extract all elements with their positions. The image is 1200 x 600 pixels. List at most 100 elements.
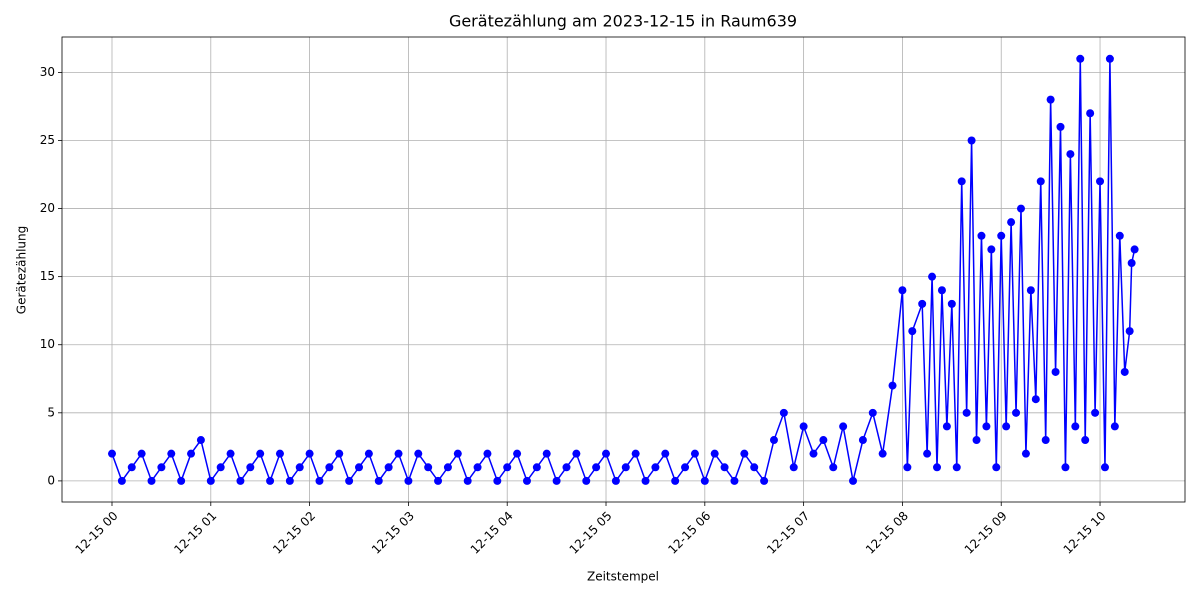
x-tick-label: 12-15 00 bbox=[73, 509, 121, 557]
data-point bbox=[690, 449, 699, 458]
data-point bbox=[740, 449, 749, 458]
y-tick-label: 5 bbox=[47, 405, 55, 419]
data-point bbox=[977, 231, 986, 240]
data-point bbox=[611, 476, 620, 485]
x-tick-label: 12-15 05 bbox=[567, 509, 615, 557]
y-axis-label: Gerätezählung bbox=[15, 226, 29, 314]
data-point bbox=[888, 381, 897, 390]
data-point bbox=[196, 436, 205, 445]
data-point bbox=[819, 436, 828, 445]
data-point bbox=[937, 286, 946, 295]
data-point bbox=[1066, 150, 1075, 159]
data-point bbox=[582, 476, 591, 485]
x-tick-label: 12-15 06 bbox=[665, 509, 713, 557]
data-point bbox=[750, 463, 759, 472]
x-tick-label: 12-15 09 bbox=[962, 509, 1010, 557]
data-point bbox=[503, 463, 512, 472]
data-point bbox=[661, 449, 670, 458]
data-point bbox=[167, 449, 176, 458]
data-point bbox=[641, 476, 650, 485]
y-tick-label: 25 bbox=[40, 133, 55, 147]
data-point bbox=[928, 272, 937, 281]
data-point bbox=[117, 476, 126, 485]
data-point bbox=[898, 286, 907, 295]
data-point bbox=[1110, 422, 1119, 431]
x-tick-label: 12-15 01 bbox=[171, 509, 219, 557]
data-point bbox=[443, 463, 452, 472]
data-point bbox=[1100, 463, 1109, 472]
data-point bbox=[1021, 449, 1030, 458]
data-point bbox=[967, 136, 976, 145]
y-tick-label: 0 bbox=[47, 473, 55, 487]
data-point bbox=[809, 449, 818, 458]
x-tick-label: 12-15 08 bbox=[863, 509, 911, 557]
data-point bbox=[631, 449, 640, 458]
data-point bbox=[463, 476, 472, 485]
data-point bbox=[839, 422, 848, 431]
data-point bbox=[275, 449, 284, 458]
data-point bbox=[933, 463, 942, 472]
data-point bbox=[1026, 286, 1035, 295]
data-point bbox=[374, 476, 383, 485]
data-point bbox=[1007, 218, 1016, 227]
y-tick-label: 10 bbox=[40, 337, 55, 351]
data-point bbox=[918, 299, 927, 308]
data-point bbox=[226, 449, 235, 458]
data-point bbox=[1086, 109, 1095, 118]
data-point bbox=[829, 463, 838, 472]
x-tick-label: 12-15 07 bbox=[764, 509, 812, 557]
data-point bbox=[246, 463, 255, 472]
data-point bbox=[522, 476, 531, 485]
data-point bbox=[908, 327, 917, 336]
data-point bbox=[1105, 54, 1114, 63]
data-point bbox=[315, 476, 324, 485]
data-point bbox=[1056, 122, 1065, 131]
data-point bbox=[206, 476, 215, 485]
data-point bbox=[972, 436, 981, 445]
data-point bbox=[1046, 95, 1055, 104]
data-point bbox=[483, 449, 492, 458]
data-point bbox=[1031, 395, 1040, 404]
data-point bbox=[542, 449, 551, 458]
data-point bbox=[997, 231, 1006, 240]
data-point bbox=[671, 476, 680, 485]
data-point bbox=[345, 476, 354, 485]
data-point bbox=[878, 449, 887, 458]
data-point bbox=[177, 476, 186, 485]
data-point bbox=[295, 463, 304, 472]
data-point bbox=[1061, 463, 1070, 472]
data-point bbox=[394, 449, 403, 458]
data-point bbox=[552, 476, 561, 485]
data-point bbox=[730, 476, 739, 485]
x-axis-label: Zeitstempel bbox=[587, 570, 659, 584]
data-point bbox=[364, 449, 373, 458]
x-tick-label: 12-15 02 bbox=[270, 509, 318, 557]
data-point bbox=[1051, 367, 1060, 376]
data-point bbox=[1115, 231, 1124, 240]
data-point bbox=[1127, 259, 1136, 268]
data-point bbox=[236, 476, 245, 485]
data-point bbox=[572, 449, 581, 458]
data-point bbox=[384, 463, 393, 472]
data-point bbox=[1036, 177, 1045, 186]
data-point bbox=[849, 476, 858, 485]
data-point bbox=[355, 463, 364, 472]
data-point bbox=[562, 463, 571, 472]
data-point bbox=[1125, 327, 1134, 336]
data-point bbox=[952, 463, 961, 472]
data-point bbox=[720, 463, 729, 472]
data-point bbox=[710, 449, 719, 458]
data-point bbox=[942, 422, 951, 431]
data-point bbox=[513, 449, 522, 458]
data-point bbox=[592, 463, 601, 472]
data-point bbox=[434, 476, 443, 485]
data-point bbox=[335, 449, 344, 458]
data-point bbox=[923, 449, 932, 458]
data-point bbox=[760, 476, 769, 485]
data-point bbox=[187, 449, 196, 458]
data-point bbox=[493, 476, 502, 485]
data-point bbox=[266, 476, 275, 485]
data-point bbox=[1041, 436, 1050, 445]
